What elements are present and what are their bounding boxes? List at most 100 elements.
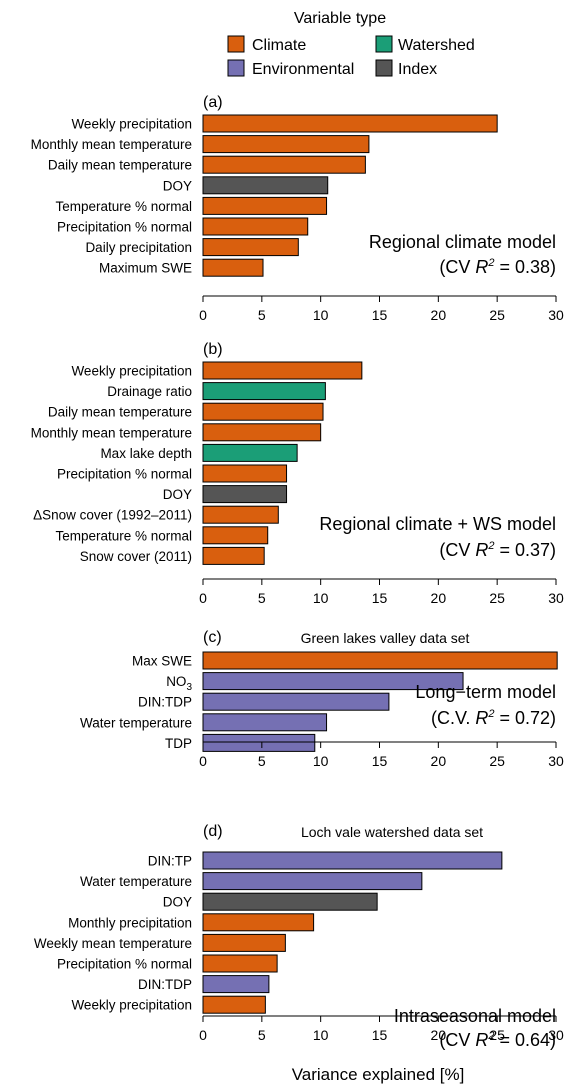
bar [202,913,315,932]
x-tick-label: 0 [199,307,207,323]
category-label: Drainage ratio [107,384,192,399]
x-tick-label: 25 [489,307,505,323]
bar [202,443,298,462]
x-tick-label: 10 [313,1027,329,1043]
x-tick-label: 0 [199,1027,207,1043]
legend-item-watershed: Watershed [375,35,475,54]
category-label: Temperature % normal [55,528,192,543]
x-tick-label: 15 [372,307,388,323]
bar [202,692,390,711]
category-label: DOY [163,487,192,502]
model-name: Regional climate + WS model [319,514,556,534]
x-axis-label: Variance explained [%] [292,1065,465,1084]
category-label: DIN:TP [148,854,192,869]
category-label: DOY [163,895,192,910]
legend-item-environmental: Environmental [227,59,354,78]
x-tick-label: 25 [489,753,505,769]
model-name: Long−term model [415,682,556,702]
panel-c: (c) Green lakes valley data set Max SWE NO3… [80,629,564,769]
category-label: Precipitation % normal [57,467,192,482]
x-tick-label: 25 [489,1027,505,1043]
legend-label-climate: Climate [252,37,306,54]
chart-panels: (a) Weekly precipitation Monthly mean temp… [31,94,564,1050]
x-tick-label: 15 [372,753,388,769]
bar [202,238,299,257]
category-label: Temperature % normal [55,199,192,214]
x-tick-label: 25 [489,590,505,606]
legend-swatch-watershed [375,35,393,53]
category-label: Monthly precipitation [68,915,192,930]
category-label: DIN:TDP [138,977,192,992]
bar [202,382,326,401]
category-label: Daily mean temperature [48,405,192,420]
bar [202,114,498,133]
legend-swatch-index [375,59,393,77]
category-label: Weekly precipitation [71,364,192,379]
panel-a: (a) Weekly precipitation Monthly mean temp… [31,94,564,323]
x-tick-label: 30 [548,307,564,323]
bar [202,995,266,1014]
x-tick-label: 30 [548,753,564,769]
category-label: NO3 [166,674,192,693]
bar [202,526,269,545]
bar [202,933,286,952]
category-label: ΔSnow cover (1992–2011) [33,508,192,523]
category-label: Daily precipitation [85,240,192,255]
bar [202,733,316,752]
bar [202,155,366,174]
category-label: Max lake depth [100,446,192,461]
x-tick-label: 15 [372,590,388,606]
bar [202,851,503,870]
panel-subtitle: Loch vale watershed data set [301,824,483,840]
bar [202,505,279,524]
legend-label-index: Index [398,61,437,78]
bar [202,135,370,154]
x-tick-label: 5 [258,1027,266,1043]
x-tick-label: 5 [258,307,266,323]
bar [202,546,265,565]
x-tick-label: 20 [431,1027,447,1043]
bar [202,402,324,421]
x-tick-label: 30 [548,1027,564,1043]
model-name: Regional climate model [369,232,556,252]
x-tick-label: 10 [313,753,329,769]
category-label: Maximum SWE [99,261,192,276]
legend-item-index: Index [375,59,437,78]
legend-swatch-environmental [227,59,245,77]
panel-label: (a) [203,94,223,111]
model-metric: (CV R2 = 0.37) [439,540,556,560]
x-tick-label: 10 [313,307,329,323]
category-label: Water temperature [80,715,192,730]
x-tick-label: 20 [431,590,447,606]
x-tick-label: 20 [431,753,447,769]
legend: Variable type Climate Watershed Environm… [227,10,475,78]
bar [202,217,309,236]
model-name: Intraseasonal model [394,1006,556,1026]
bar [202,361,363,380]
category-label: Weekly precipitation [71,117,192,132]
panel-subtitle: Green lakes valley data set [301,630,470,646]
bar [202,485,288,504]
bar [202,892,378,911]
model-metric: (CV R2 = 0.64) [439,1030,556,1050]
bar [202,423,322,442]
category-label: Precipitation % normal [57,220,192,235]
x-tick-label: 10 [313,590,329,606]
category-label: Water temperature [80,874,192,889]
category-label: DIN:TDP [138,695,192,710]
bar [202,651,558,670]
category-label: Precipitation % normal [57,957,192,972]
panel-label: (d) [203,823,223,840]
x-tick-label: 5 [258,590,266,606]
category-label: Max SWE [132,654,192,669]
bar [202,464,288,483]
x-tick-label: 0 [199,753,207,769]
bar [202,176,329,195]
x-tick-label: 5 [258,753,266,769]
category-label: Monthly mean temperature [31,425,192,440]
x-tick-label: 20 [431,307,447,323]
bar [202,196,328,215]
x-tick-label: 30 [548,590,564,606]
bar [202,258,264,277]
